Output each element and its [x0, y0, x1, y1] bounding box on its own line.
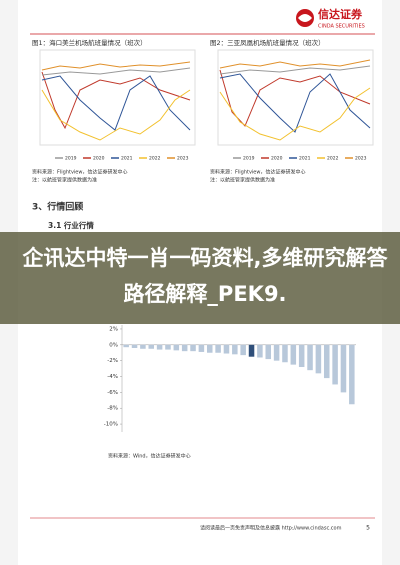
- page-number: 5: [366, 525, 370, 532]
- legend-label: 2019: [243, 156, 255, 162]
- subsection-title: 3.1 行业行情: [48, 220, 94, 230]
- y-tick-label: -6%: [107, 390, 118, 396]
- y-tick-label: -2%: [107, 358, 118, 364]
- bar: [257, 344, 263, 358]
- bar: [323, 344, 330, 379]
- figure-source: 资料来源：Flightview，信达证券研发中心: [210, 169, 305, 176]
- bar: [165, 344, 171, 350]
- bar: [248, 344, 255, 357]
- legend-label: 2021: [299, 156, 311, 162]
- y-tick-label: 2%: [109, 326, 118, 332]
- figure-note: 注：以航班管家提供数据为准: [32, 177, 97, 184]
- bar: [273, 344, 280, 361]
- footer-disclaimer: 请阅读最后一页免责声明及信息披露 http://www.cindasc.com: [200, 525, 342, 532]
- legend-label: 2022: [149, 156, 161, 162]
- logo-mark: [298, 14, 312, 22]
- figure-title: 图2：三亚凤凰机场航班量情况（班次）: [210, 38, 325, 47]
- bar: [223, 344, 230, 354]
- plot-frame: [39, 49, 196, 146]
- y-tick-label: 0%: [109, 342, 118, 348]
- series-line: [219, 59, 371, 69]
- figure-title: 图1：海口美兰机场航班量情况（班次）: [32, 38, 147, 47]
- bar: [265, 344, 272, 360]
- bar: [123, 344, 129, 348]
- chart-source: 资料来源：Wind，信达证券研发中心: [108, 453, 191, 460]
- series-line: [41, 89, 191, 141]
- overlay-box: 企讯达中特一肖一码资料,多维研究解答路径解释_PEK9.: [22, 246, 388, 306]
- series-line: [219, 73, 371, 133]
- series-line: [41, 67, 191, 76]
- bar: [156, 344, 163, 350]
- legend-label: 2020: [271, 156, 283, 162]
- section-title: 3、行情回顾: [32, 201, 83, 213]
- legend-label: 2023: [177, 156, 189, 162]
- legend-label: 2022: [327, 156, 339, 162]
- legend-label: 2021: [121, 156, 133, 162]
- y-tick-label: -10%: [104, 422, 118, 428]
- bar: [215, 344, 221, 353]
- bar: [131, 344, 138, 348]
- figure-note: 注：以航班管家提供数据为准: [210, 177, 275, 184]
- series-line: [41, 71, 191, 130]
- bar: [315, 344, 322, 374]
- overlay-text: 企讯达中特一肖一码资料,多维研究解答路径解释_PEK9.: [22, 246, 388, 306]
- y-tick-label: -4%: [107, 374, 118, 380]
- figure-source: 资料来源：Flightview，信达证券研发中心: [32, 169, 127, 176]
- series-line: [219, 87, 371, 141]
- bar: [307, 344, 313, 371]
- legend-label: 2019: [65, 156, 77, 162]
- bar: [173, 344, 180, 351]
- overlay-band: [0, 232, 400, 324]
- legend-label: 2023: [355, 156, 367, 162]
- bar: [340, 344, 347, 393]
- bar: [240, 344, 246, 356]
- bar: [298, 344, 305, 368]
- bar: [190, 344, 196, 352]
- series-line: [41, 61, 191, 71]
- bar: [198, 344, 205, 352]
- logo-cn: 信达证券: [318, 7, 363, 21]
- bar: [232, 344, 238, 355]
- bar: [148, 344, 155, 349]
- series-line: [219, 65, 371, 75]
- bar: [290, 344, 297, 365]
- logo-en: CINDA SECURITIES: [318, 24, 365, 30]
- legend-label: 2020: [93, 156, 105, 162]
- y-tick-label: -8%: [107, 406, 118, 412]
- bar: [332, 344, 338, 385]
- bar: [206, 344, 213, 353]
- line-chart: [39, 49, 374, 146]
- series-line: [41, 75, 191, 131]
- bar: [140, 344, 146, 349]
- bar: [349, 344, 355, 405]
- plot-frame: [217, 49, 374, 146]
- bar: [181, 344, 188, 352]
- bar: [282, 344, 288, 363]
